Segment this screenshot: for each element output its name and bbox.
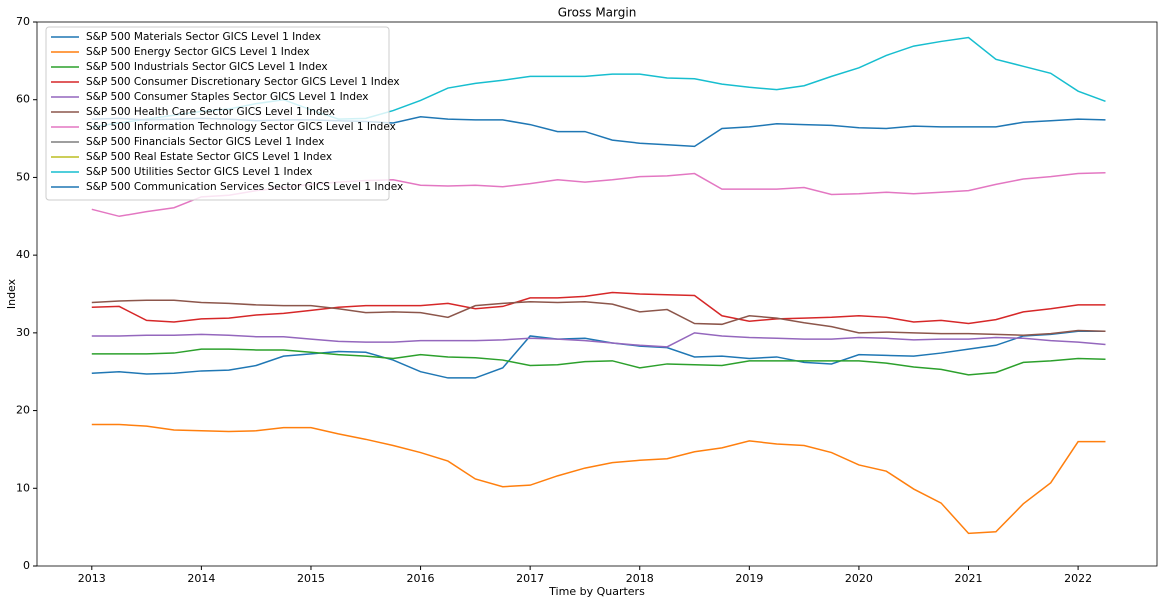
- x-tick-label: 2019: [735, 572, 763, 585]
- x-tick-label: 2014: [187, 572, 215, 585]
- legend-label: S&P 500 Real Estate Sector GICS Level 1 …: [86, 151, 332, 163]
- x-axis-label: Time by Quarters: [548, 585, 645, 598]
- x-tick-label: 2015: [297, 572, 325, 585]
- legend-label: S&P 500 Consumer Discretionary Sector GI…: [86, 76, 400, 88]
- legend-box: [45, 26, 390, 201]
- x-tick-label: 2022: [1064, 572, 1092, 585]
- legend-label: S&P 500 Communication Services Sector GI…: [86, 181, 403, 193]
- x-tick-label: 2020: [845, 572, 873, 585]
- series-line: [91, 330, 1106, 379]
- legend-label: S&P 500 Information Technology Sector GI…: [86, 121, 396, 133]
- y-tick-label: 70: [16, 15, 30, 28]
- legend: S&P 500 Materials Sector GICS Level 1 In…: [45, 26, 403, 201]
- legend-label: S&P 500 Utilities Sector GICS Level 1 In…: [86, 166, 312, 178]
- chart-title: Gross Margin: [558, 6, 637, 20]
- series-line: [91, 348, 1106, 376]
- x-tick-label: 2017: [516, 572, 544, 585]
- y-tick-label: 30: [16, 326, 30, 339]
- series-line: [91, 423, 1106, 535]
- y-tick-label: 60: [16, 93, 30, 106]
- y-tick-label: 50: [16, 170, 30, 183]
- y-tick-label: 0: [23, 559, 30, 572]
- x-tick-label: 2016: [407, 572, 435, 585]
- legend-label: S&P 500 Energy Sector GICS Level 1 Index: [86, 46, 310, 58]
- x-tick-label: 2021: [955, 572, 983, 585]
- series-line: [91, 291, 1106, 325]
- legend-label: S&P 500 Consumer Staples Sector GICS Lev…: [86, 91, 369, 103]
- x-tick-label: 2018: [626, 572, 654, 585]
- legend-label: S&P 500 Financials Sector GICS Level 1 I…: [86, 136, 324, 148]
- y-tick-label: 20: [16, 404, 30, 417]
- y-axis-label: Index: [5, 278, 18, 309]
- y-tick-label: 40: [16, 248, 30, 261]
- series-line: [91, 332, 1106, 348]
- series-line: [91, 299, 1106, 336]
- legend-label: S&P 500 Health Care Sector GICS Level 1 …: [86, 106, 335, 118]
- plot-frame: [36, 21, 1158, 567]
- legend-label: S&P 500 Industrials Sector GICS Level 1 …: [86, 61, 328, 73]
- legend-label: S&P 500 Materials Sector GICS Level 1 In…: [86, 31, 321, 43]
- y-tick-label: 10: [16, 481, 30, 494]
- x-tick-label: 2013: [78, 572, 106, 585]
